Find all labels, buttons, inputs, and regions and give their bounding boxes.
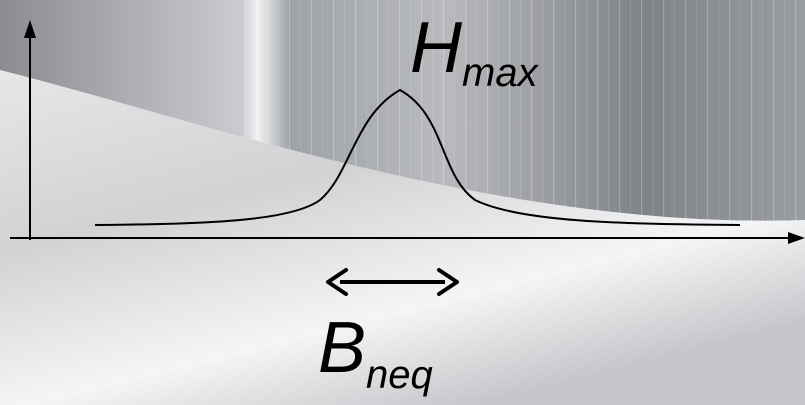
page: {"peak_label": {"main": "H", "sub": "max… [0,0,805,405]
width-label-main: B [318,308,366,388]
width-label-sub: neq [366,353,433,397]
diagram: Hmax Bneq [0,0,805,405]
peak-label-main: H [410,8,463,88]
peak-label-sub: max [462,51,540,95]
